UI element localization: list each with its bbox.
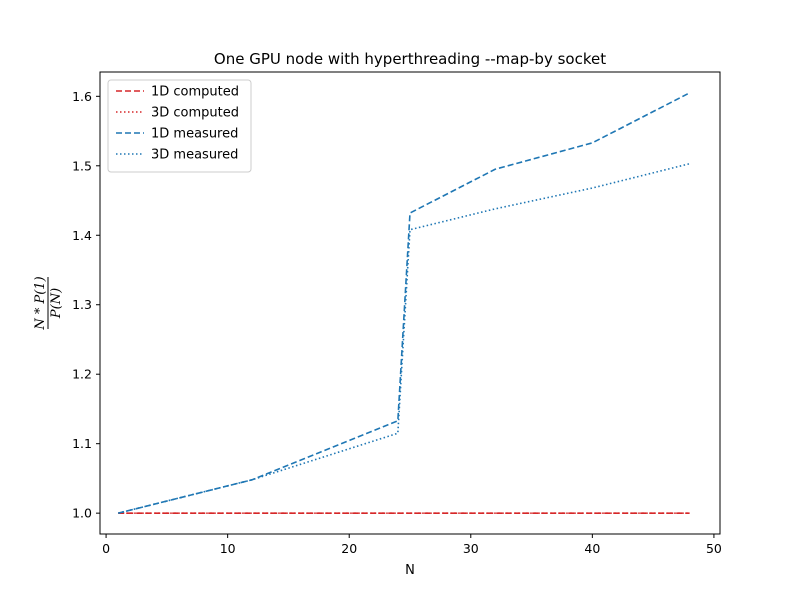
x-axis-ticks: 0 10 20 30 40 50 [102, 534, 722, 556]
legend-box [107, 79, 252, 173]
series-group [118, 92, 690, 514]
y-axis-label: N * P(1) P(N) [33, 276, 64, 330]
legend-label: 1D measured [151, 127, 238, 142]
y-tick-label: 1.5 [72, 158, 92, 173]
y-tick-label: 1.6 [72, 89, 92, 104]
series-line-3 [118, 92, 690, 514]
legend-label: 3D measured [151, 148, 238, 163]
x-tick-label: 50 [706, 541, 722, 556]
chart-title: One GPU node with hyperthreading --map-b… [214, 50, 606, 68]
x-axis-label: N [405, 563, 415, 578]
x-tick-label: 20 [341, 541, 357, 556]
y-tick-label: 1.2 [72, 367, 92, 382]
y-tick-label: 1.4 [72, 228, 92, 243]
x-tick-label: 0 [102, 541, 110, 556]
legend: 1D computed 3D computed 1D measured 3D meas… [107, 79, 252, 173]
y-axis-label-numerator: N * P(1) [33, 276, 48, 330]
legend-label: 1D computed [151, 85, 239, 100]
y-axis-label-denominator: P(N) [49, 288, 64, 319]
axes-frame [99, 71, 721, 535]
y-axis-ticks: 1.0 1.1 1.2 1.3 1.4 1.5 1.6 [72, 89, 100, 521]
x-tick-label: 30 [463, 541, 479, 556]
x-tick-label: 40 [584, 541, 600, 556]
y-tick-label: 1.0 [72, 506, 92, 521]
y-tick-label: 1.3 [72, 297, 92, 312]
legend-label: 3D computed [151, 106, 239, 121]
x-tick-label: 10 [220, 541, 236, 556]
y-tick-label: 1.1 [72, 436, 92, 451]
